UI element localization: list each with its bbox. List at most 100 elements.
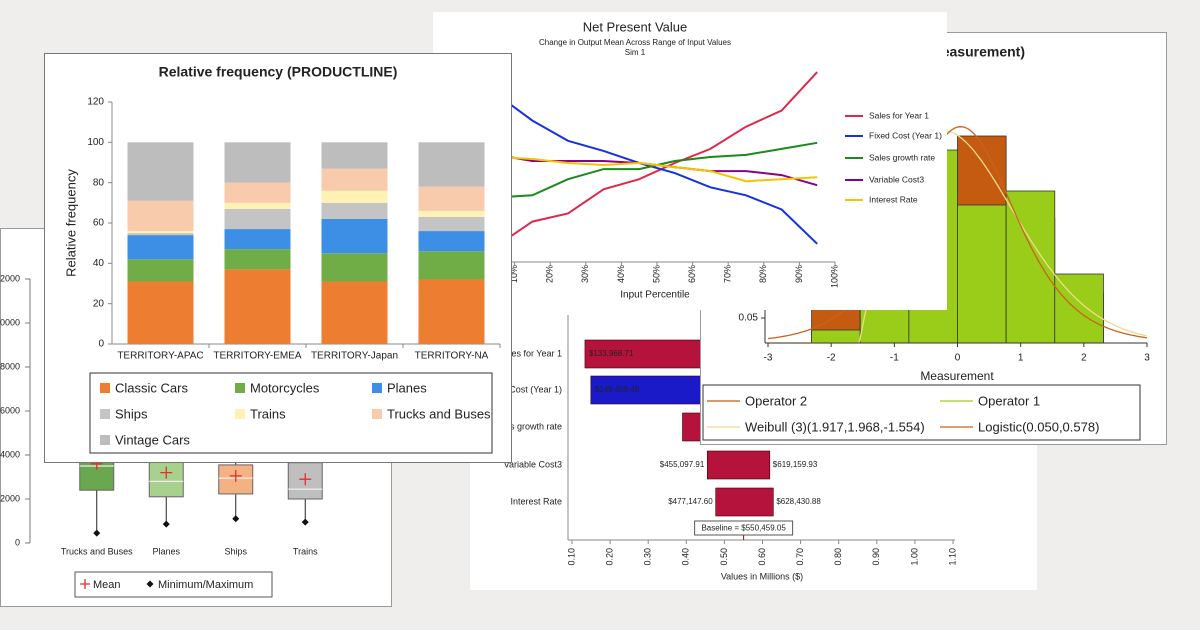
y-tick-label: 40 (93, 258, 105, 269)
bar-segment (127, 259, 194, 282)
extreme-marker (93, 529, 101, 537)
legend-label: Sales growth rate (869, 152, 935, 162)
series-line (496, 93, 818, 245)
legend-label: Classic Cars (115, 380, 188, 395)
x-axis-title: Measurement (920, 369, 994, 383)
bar-segment (418, 231, 485, 252)
legend-label: Logistic(0.050,0.578) (978, 419, 1099, 434)
y-tick-label: 0 (98, 339, 104, 350)
legend-swatch (235, 383, 245, 393)
legend-box (89, 372, 493, 454)
bar-segment (127, 235, 194, 260)
x-tick-label: 1.00 (909, 548, 919, 566)
baseline-box (694, 520, 794, 536)
x-tick-label: Planes (152, 546, 180, 556)
legend-label: Fixed Cost (Year 1) (869, 130, 942, 140)
chart-title: Relative frequency (PRODUCTLINE) (159, 64, 398, 80)
x-tick-label: 10% (509, 265, 519, 283)
bar-segment (224, 142, 291, 183)
mean-marker (229, 469, 242, 482)
mean-marker (299, 473, 312, 486)
row-label: Fixed Cost (Year 1) (485, 384, 562, 394)
legend-label: Weibull (3)(1.917,1.968,-1.554) (745, 419, 925, 434)
mean-marker (160, 466, 173, 479)
x-tick-label: 60% (687, 265, 697, 283)
x-tick-label: 20% (545, 265, 555, 283)
x-tick-label: 40% (616, 265, 626, 283)
y-axis-title: Relative frequency (63, 169, 78, 277)
x-tick-label: TERRITORY-NA (415, 351, 489, 362)
histogram-bar (957, 204, 1007, 344)
legend-swatch (100, 383, 110, 393)
series-line (496, 71, 818, 247)
x-tick-label: 0.80 (833, 548, 843, 566)
x-tick-label: 0.60 (757, 548, 767, 566)
chart-title: Net Present Value (583, 19, 688, 34)
baseline-label: Baseline = $550,459.05 (701, 524, 786, 533)
bar-segment (418, 216, 485, 232)
x-tick-label: Trains (293, 546, 318, 556)
legend-swatch (372, 383, 382, 393)
legend-box (702, 384, 1141, 441)
x-tick-label: 100% (829, 265, 839, 288)
tornado-bar (715, 487, 774, 517)
x-tick-label: 0 (955, 353, 961, 364)
chart-title: (Measurement) (925, 44, 1025, 60)
bar-segment (127, 142, 194, 201)
value-label: $455,097.91 (660, 460, 705, 469)
x-tick-label: 0.90 (871, 548, 881, 566)
legend-extreme-marker (146, 580, 154, 588)
x-tick-label: 0.40 (681, 548, 691, 566)
x-tick-label: 90% (794, 265, 804, 283)
x-tick-label: 1.10 (947, 548, 957, 566)
x-tick-label: 3 (1144, 353, 1150, 364)
y-tick-label: 80 (93, 177, 105, 188)
x-tick-label: TERRITORY-APAC (117, 351, 203, 362)
histogram-bar (1005, 190, 1056, 344)
tornado-bar (706, 450, 771, 480)
value-label: $477,147.60 (668, 497, 713, 506)
bar-segment (321, 190, 388, 203)
x-axis-title: Input Percentile (620, 290, 690, 301)
x-tick-label: 80% (758, 265, 768, 283)
bar-segment (321, 281, 388, 344)
legend-swatch (100, 409, 110, 419)
y-tick-label: 12000 (0, 273, 20, 283)
legend-mean-marker (80, 579, 90, 589)
panel-background (433, 12, 947, 310)
legend-label: Vintage Cars (115, 432, 190, 447)
row-label: Sales growth rate (492, 421, 562, 431)
y-tick-label: 20 (93, 298, 105, 309)
series-line (496, 156, 818, 183)
y-tick-label: 60 (93, 218, 105, 229)
legend-label: Minimum/Maximum (158, 579, 253, 591)
y-tick-label: 4000 (0, 449, 20, 459)
legend-label: Operator 1 (978, 393, 1040, 408)
x-tick-label: 50% (651, 265, 661, 283)
legend-swatch (100, 435, 110, 445)
value-label: $619,159.93 (773, 460, 818, 469)
legend-label: Planes (387, 380, 427, 395)
bar-segment (418, 210, 485, 217)
chart-note: Sim 1 (625, 48, 646, 57)
extreme-marker (232, 515, 240, 523)
bar-segment (127, 200, 194, 232)
value-label: $149,409.48 (595, 385, 640, 394)
extreme-marker (301, 518, 309, 526)
legend-label: Sales for Year 1 (869, 110, 929, 120)
bar-segment (127, 281, 194, 344)
legend-label: Variable Cost3 (869, 174, 924, 184)
value-label: $133,968.71 (589, 349, 634, 358)
bar-segment (224, 249, 291, 270)
x-tick-label: TERRITORY-Japan (311, 351, 398, 362)
bar-segment (321, 218, 388, 254)
bar-chart: Relative frequency (PRODUCTLINE) Relative… (44, 53, 512, 463)
x-tick-label: Trucks and Buses (61, 546, 133, 556)
bar-segment (321, 253, 388, 282)
x-tick-label: 1 (1018, 353, 1024, 364)
bar-segment (321, 142, 388, 169)
legend-swatch (372, 409, 382, 419)
x-tick-label: 0.10 (566, 548, 576, 566)
bar-segment (224, 269, 291, 344)
